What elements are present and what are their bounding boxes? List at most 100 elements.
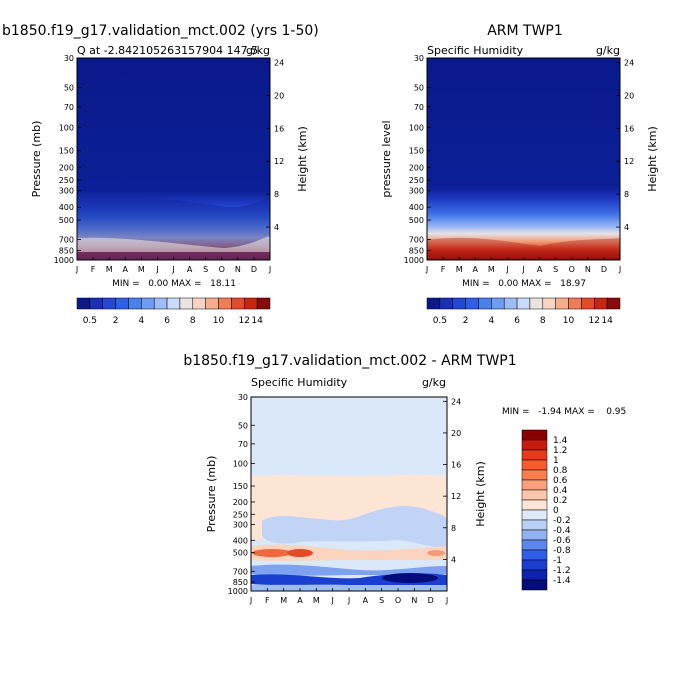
- x-tick-label: J: [425, 265, 428, 274]
- y2-tick-label: 12: [274, 157, 284, 166]
- y-tick-label: 300: [409, 187, 424, 196]
- y-tick-label: 850: [409, 247, 424, 256]
- y-tick-label: 850: [233, 578, 248, 587]
- colorbar-swatch: [521, 429, 548, 441]
- y-tick-label: 700: [59, 235, 74, 244]
- colorbar-label: -1.2: [553, 566, 571, 576]
- panel3-minmax: MIN = -1.94 MAX = 0.95: [502, 407, 626, 417]
- y-tick-label: 850: [59, 247, 74, 256]
- y2-tick-label: 4: [624, 223, 629, 232]
- y-tick-label: 150: [233, 482, 248, 491]
- x-tick-label: J: [155, 265, 158, 274]
- colorbar-label: 12: [589, 316, 600, 326]
- colorbar-swatch: [521, 499, 548, 511]
- colorbar-label: 14: [601, 316, 613, 326]
- colorbar-label: -0.4: [553, 526, 571, 536]
- y-tick-label: 150: [59, 147, 74, 156]
- y-tick-label: 200: [409, 163, 424, 172]
- x-tick-label: J: [505, 265, 508, 274]
- panel1-units: g/kg: [246, 44, 270, 57]
- colorbar-swatch: [594, 297, 608, 310]
- panel1-subtitle: Q at -2.842105263157904 147.5: [77, 44, 258, 57]
- panel3-title: b1850.f19_g17.validation_mct.002 - ARM T…: [183, 353, 516, 369]
- colorbar-label: 0.4: [553, 486, 568, 496]
- panel3-y2-ticks: 24 20 16 12 8 4: [443, 397, 461, 564]
- colorbar-label: -0.8: [553, 546, 571, 556]
- x-tick-label: M: [456, 265, 463, 274]
- colorbar-label: 1.4: [553, 436, 568, 446]
- colorbar-label: 8: [540, 316, 546, 326]
- colorbar-swatch: [521, 569, 548, 581]
- colorbar-label: 1.2: [553, 446, 567, 456]
- x-tick-label: D: [601, 265, 607, 274]
- x-tick-label: F: [441, 265, 446, 274]
- colorbar-label: 4: [138, 316, 144, 326]
- y-tick-label: 700: [409, 235, 424, 244]
- y-tick-label: 70: [238, 440, 248, 449]
- y-tick-label: 50: [64, 83, 74, 92]
- panel3-blob-pos-left: [252, 549, 292, 557]
- panel3-blob-neg-min: [382, 573, 438, 583]
- colorbar-swatch: [465, 297, 479, 310]
- colorbar-swatch: [503, 297, 518, 310]
- colorbar-label: 2: [463, 316, 469, 326]
- colorbar-label: -1.4: [553, 576, 571, 586]
- panel2-field: [427, 58, 620, 260]
- panel-diff: b1850.f19_g17.validation_mct.002 - ARM T…: [183, 353, 626, 605]
- y2-tick-label: 4: [451, 555, 456, 564]
- colorbar-swatch: [256, 297, 271, 310]
- x-tick-label: A: [537, 265, 543, 274]
- x-tick-label: A: [187, 265, 193, 274]
- colorbar-swatch: [555, 297, 569, 310]
- y2-tick-label: 16: [274, 124, 284, 133]
- colorbar-swatch: [231, 297, 245, 310]
- y-tick-label: 200: [59, 163, 74, 172]
- colorbar-label: 0.5: [83, 316, 97, 326]
- panel1-ylabel: Pressure (mb): [30, 121, 43, 198]
- x-tick-label: M: [280, 596, 287, 605]
- x-tick-label: O: [219, 265, 225, 274]
- y-tick-label: 100: [59, 123, 74, 132]
- colorbar-swatch: [606, 297, 621, 310]
- y-tick-label: 100: [409, 123, 424, 132]
- x-tick-label: N: [585, 265, 591, 274]
- y-tick-label: 30: [238, 393, 248, 402]
- colorbar-swatch: [102, 297, 116, 310]
- x-tick-label: N: [235, 265, 241, 274]
- colorbar-swatch: [218, 297, 232, 310]
- colorbar-label: 2: [113, 316, 119, 326]
- colorbar-swatch: [89, 297, 103, 310]
- colorbar-label: 0.6: [553, 476, 568, 486]
- y-tick-label: 400: [233, 536, 248, 545]
- colorbar-swatch: [521, 579, 548, 591]
- colorbar-label: 10: [213, 316, 225, 326]
- x-tick-label: F: [265, 596, 270, 605]
- x-tick-label: A: [123, 265, 129, 274]
- x-tick-label: J: [171, 265, 174, 274]
- colorbar-label: 10: [563, 316, 575, 326]
- x-tick-label: S: [379, 596, 384, 605]
- y-tick-label: 30: [414, 54, 424, 63]
- panel2-title: ARM TWP1: [487, 23, 563, 39]
- colorbar-swatch: [521, 439, 548, 451]
- colorbar-swatch: [521, 469, 548, 481]
- panel2-ylabel: pressure level: [380, 120, 393, 197]
- panel3-blob-pos-apr: [287, 549, 313, 557]
- colorbar-swatch: [205, 297, 219, 310]
- colorbar-label: 0.5: [433, 316, 447, 326]
- panel-obs: ARM TWP1 Specific Humidity g/kg pressure…: [380, 23, 659, 326]
- y2-tick-label: 20: [274, 91, 284, 100]
- panel2-y2-ticks: 24 20 16 12 8 4: [616, 58, 634, 232]
- y2-tick-label: 8: [624, 190, 629, 199]
- x-tick-label: J: [521, 265, 524, 274]
- x-tick-label: S: [553, 265, 558, 274]
- colorbar-swatch: [521, 529, 548, 541]
- y2-tick-label: 20: [451, 429, 461, 438]
- panel2-colorbar: 0.5 2 4 6 8 10 12 14: [426, 297, 621, 326]
- y-tick-label: 250: [409, 176, 424, 185]
